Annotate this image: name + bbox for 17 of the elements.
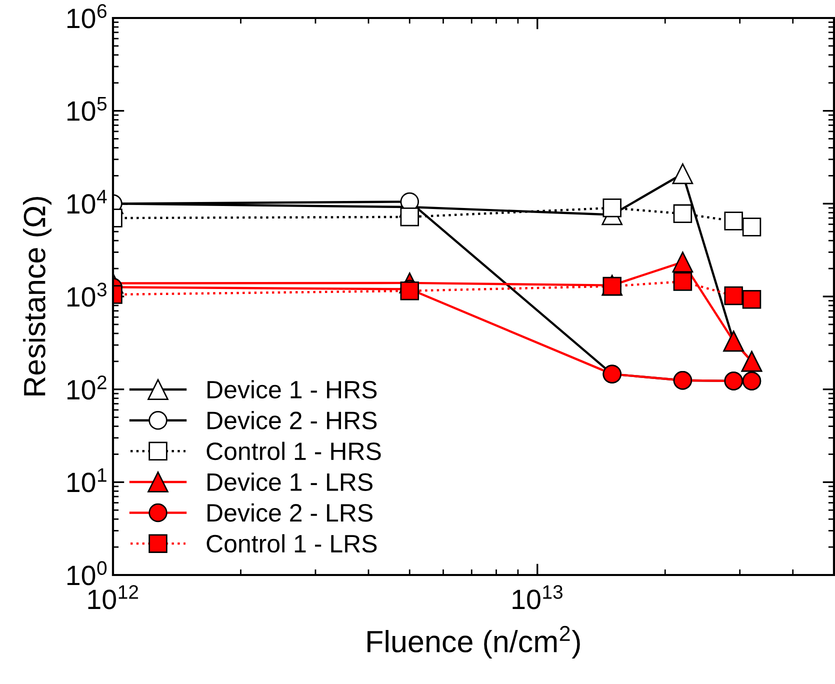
y-tick-label: 10$^{4}$ bbox=[67, 190, 107, 214]
x-axis-title: Fluence (n/cm$^{2}$) bbox=[368, 626, 580, 658]
legend-label: Device 1 - LRS bbox=[208, 472, 372, 491]
y-axis-title: Resistance (Ω) bbox=[22, 196, 52, 396]
x-tick-label: 10$^{12}$ bbox=[88, 585, 138, 610]
y-tick-label: 10$^{2}$ bbox=[67, 376, 106, 400]
legend-label: Device 1 - HRS bbox=[208, 380, 377, 399]
y-tick-label: 10$^{6}$ bbox=[67, 4, 106, 28]
legend-label: Control 1 - HRS bbox=[206, 442, 381, 460]
y-tick-label: 10$^{1}$ bbox=[67, 468, 106, 492]
y-tick-label: 10$^{3}$ bbox=[67, 282, 106, 307]
legend-label: Device 2 - HRS bbox=[208, 410, 377, 430]
legend-label: Control 1 - LRS bbox=[206, 534, 377, 553]
y-tick-label: 10$^{0}$ bbox=[67, 561, 107, 586]
y-tick-label: 10$^{5}$ bbox=[67, 97, 107, 121]
legend-label: Device 2 - LRS bbox=[208, 503, 372, 522]
x-tick-label: 10$^{13}$ bbox=[512, 585, 562, 610]
